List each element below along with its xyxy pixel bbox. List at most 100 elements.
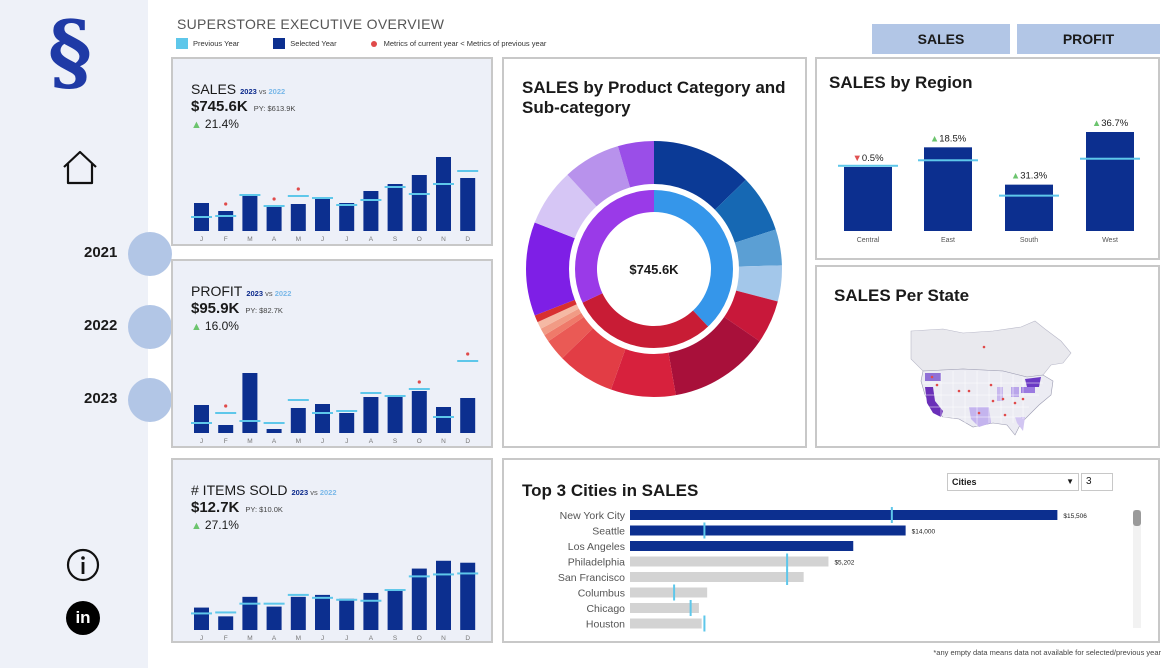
profit-kpi-value: $95.9K [191, 300, 240, 317]
info-icon[interactable] [66, 548, 100, 582]
items-kpi-panel[interactable]: # ITEMS SOLD 2023 vs 2022 $12.7K PY: $10.0… [171, 458, 493, 643]
items-kpi-cy: 2023 [291, 488, 309, 497]
month-label: A [369, 438, 374, 445]
month-bar [363, 191, 379, 231]
previous-year-tick [408, 193, 430, 195]
previous-year-tick [336, 598, 358, 601]
top-n-input[interactable]: 3 [1081, 473, 1113, 491]
city-bar [630, 618, 702, 629]
cities-panel: Top 3 Cities in SALES Cities ▼ 3 New Yor… [502, 458, 1160, 643]
month-bar [290, 408, 306, 433]
state-borders [923, 371, 1043, 427]
profit-kpi-growth: 16.0% [204, 319, 239, 333]
region-bar-chart[interactable]: ▼0.5%Central▲18.5%East▲31.3%South▲36.7%W… [817, 59, 1158, 258]
city-label: Columbus [578, 588, 625, 600]
month-bar [242, 596, 258, 630]
legend-previous-label: Previous Year [193, 39, 240, 48]
state-panel-title: SALES Per State [834, 286, 970, 305]
cities-title-suffix: in SALES [621, 481, 699, 500]
city-bar [630, 572, 804, 582]
month-label: J [200, 438, 203, 445]
previous-year-tick [384, 395, 406, 397]
year-2021-button[interactable]: 2021 [0, 232, 172, 276]
pennsylvania-state [1021, 387, 1035, 393]
month-bar [218, 211, 234, 231]
region-panel: SALES by Region ▼0.5% Central ▲18.5% East ▲3… [815, 57, 1160, 260]
month-bar [436, 560, 451, 630]
items-kpi-vs: vs [310, 488, 318, 497]
previous-year-tick [287, 399, 309, 401]
category-donut-chart[interactable]: $745.6K [504, 117, 805, 447]
linkedin-icon[interactable]: in [66, 601, 100, 635]
cities-dimension-select[interactable]: Cities ▼ [947, 473, 1079, 491]
month-label: A [272, 438, 277, 445]
decline-marker [296, 187, 300, 191]
subcategory-slice [729, 265, 782, 302]
previous-year-tick [287, 195, 309, 197]
profit-kpi-vs: vs [265, 289, 273, 298]
city-previous-tick [786, 569, 789, 585]
region-growth-value: 0.5% [862, 153, 884, 164]
month-label: M [296, 635, 301, 642]
city-bar [630, 603, 699, 613]
previous-year-tick [263, 205, 285, 207]
month-bar [411, 391, 427, 433]
region-growth-value: 18.5% [939, 133, 966, 144]
previous-year-tick [215, 412, 237, 414]
chevron-down-icon: ▼ [1066, 477, 1074, 486]
scrollbar-thumb[interactable] [1133, 510, 1141, 526]
month-label: M [296, 236, 301, 243]
city-label: Los Angeles [568, 541, 625, 553]
year-2021-label: 2021 [84, 244, 118, 261]
city-bar [630, 556, 829, 567]
sales-kpi-growth-row: ▲ 21.4% [191, 117, 239, 131]
decline-marker [224, 404, 228, 408]
month-bar [194, 405, 209, 433]
region-previous-tick [918, 159, 978, 162]
month-label: M [247, 635, 252, 642]
profit-kpi-title-text: PROFIT [191, 283, 243, 299]
profit-toggle-button[interactable]: PROFIT [1017, 24, 1160, 54]
region-previous-tick [838, 164, 898, 167]
year-2022-button[interactable]: 2022 [0, 305, 172, 349]
city-value-label: $5,202 [834, 560, 854, 567]
month-bar [266, 606, 282, 630]
month-label: D [465, 236, 470, 243]
month-bar [315, 198, 330, 231]
previous-year-tick [408, 575, 430, 578]
up-triangle-icon: ▲ [191, 520, 202, 532]
month-bar [266, 207, 282, 231]
previous-year-tick [312, 596, 333, 599]
legend-previous-swatch [176, 38, 188, 49]
month-bar [363, 397, 379, 433]
subcategory-slice [544, 309, 590, 342]
us-state-map[interactable] [903, 319, 1083, 437]
cities-scrollbar[interactable] [1133, 510, 1141, 628]
month-label: F [224, 236, 228, 243]
month-label: A [272, 635, 277, 642]
previous-year-tick [384, 186, 406, 188]
region-growth-label: ▲31.3% [1011, 171, 1048, 182]
year-2023-button[interactable]: 2023 [0, 378, 172, 422]
cities-bar-chart[interactable]: New York City $15,506 Seattle $14,000 Los An… [504, 460, 1158, 641]
sales-toggle-button[interactable]: SALES [872, 24, 1010, 54]
florida-state [1015, 417, 1025, 431]
subcategory-slice [537, 301, 586, 329]
month-bar [460, 562, 476, 630]
city-bar [630, 525, 906, 536]
month-label: J [321, 236, 324, 243]
city-label: San Francisco [558, 572, 625, 584]
home-icon[interactable] [58, 146, 102, 190]
profit-kpi-panel[interactable]: PROFIT 2023 vs 2022 $95.9K PY: $82.7K ▲ 16.… [171, 259, 493, 448]
sales-kpi-title-text: SALES [191, 81, 237, 97]
sales-kpi-py-year: 2022 [268, 87, 286, 96]
city-value-label: $14,000 [912, 529, 936, 536]
decline-marker [224, 202, 228, 206]
previous-year-tick [360, 392, 382, 394]
cities-title-bold: Cities [570, 481, 618, 500]
previous-year-tick [263, 602, 285, 605]
city-label: Houston [586, 619, 625, 631]
month-bar [387, 590, 403, 630]
sales-kpi-panel[interactable]: SALES 2023 vs 2022 $745.6K PY: $613.9K ▲ 21… [171, 57, 493, 246]
